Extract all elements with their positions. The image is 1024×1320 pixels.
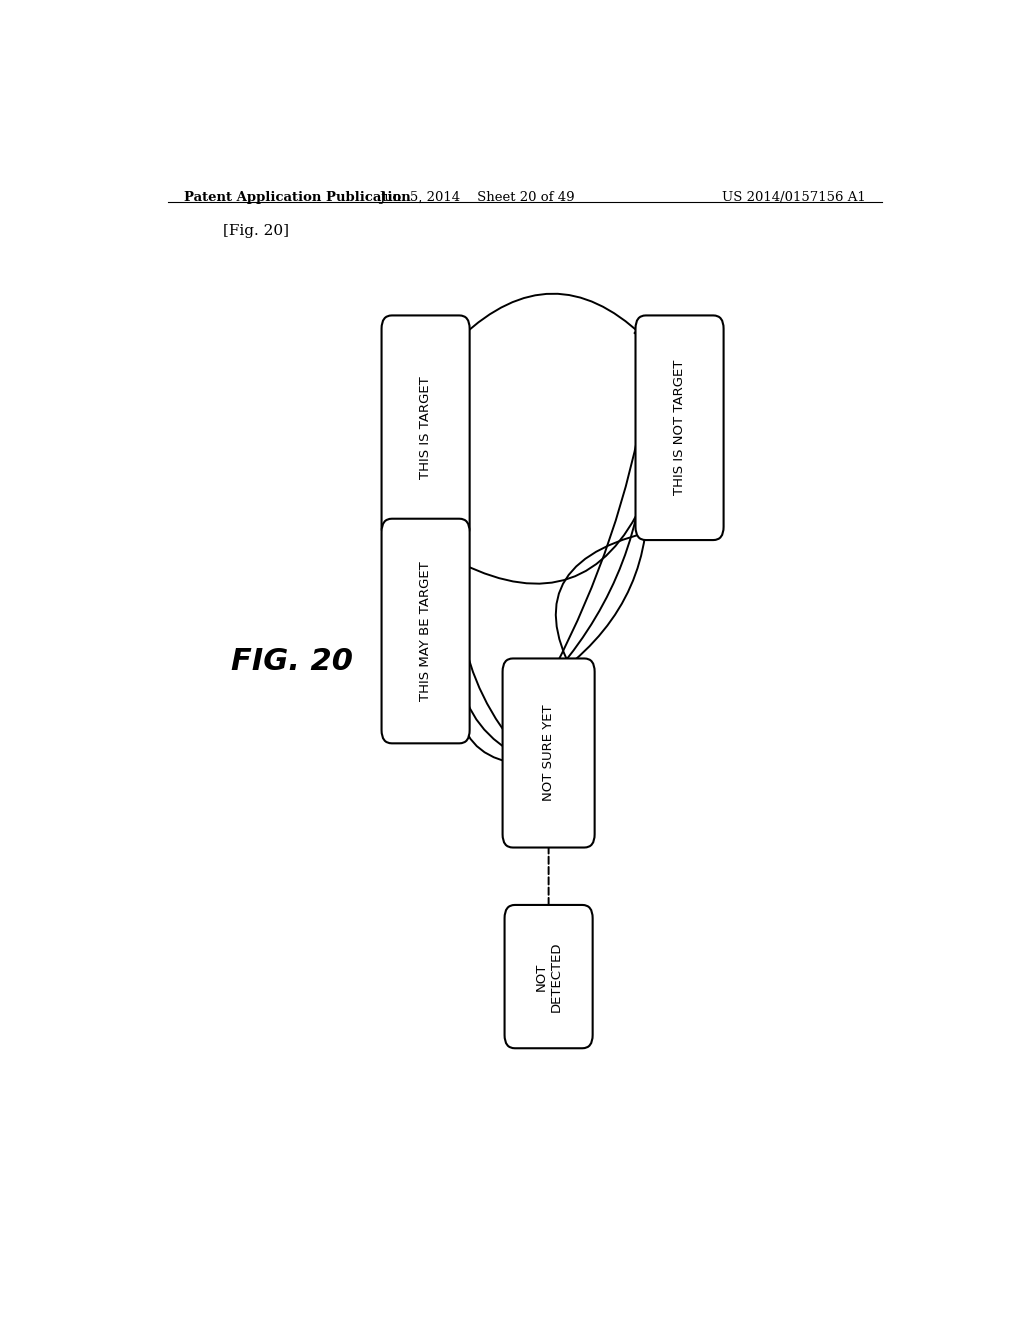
FancyBboxPatch shape [382, 519, 470, 743]
Text: THIS IS NOT TARGET: THIS IS NOT TARGET [673, 360, 686, 495]
Text: NOT
DETECTED: NOT DETECTED [535, 941, 562, 1012]
Text: FIG. 20: FIG. 20 [231, 647, 353, 676]
Text: NOT SURE YET: NOT SURE YET [542, 705, 555, 801]
FancyBboxPatch shape [382, 315, 470, 540]
FancyBboxPatch shape [636, 315, 724, 540]
Text: Jun. 5, 2014    Sheet 20 of 49: Jun. 5, 2014 Sheet 20 of 49 [379, 191, 575, 203]
Text: THIS MAY BE TARGET: THIS MAY BE TARGET [419, 561, 432, 701]
FancyBboxPatch shape [503, 659, 595, 847]
Text: Patent Application Publication: Patent Application Publication [183, 191, 411, 203]
Text: THIS IS TARGET: THIS IS TARGET [419, 376, 432, 479]
Text: US 2014/0157156 A1: US 2014/0157156 A1 [722, 191, 866, 203]
Text: [Fig. 20]: [Fig. 20] [223, 224, 289, 239]
FancyBboxPatch shape [505, 906, 593, 1048]
